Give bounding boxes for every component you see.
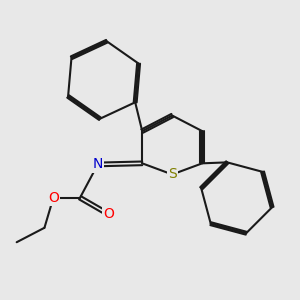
Text: N: N: [93, 158, 103, 171]
Text: S: S: [168, 167, 177, 182]
Text: O: O: [48, 191, 59, 205]
Text: O: O: [103, 207, 114, 221]
